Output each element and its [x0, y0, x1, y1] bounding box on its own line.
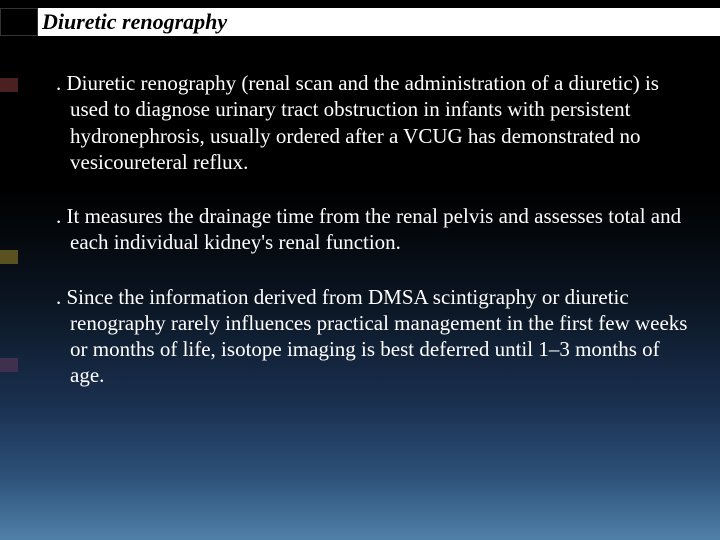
slide-title: Diuretic renography — [38, 8, 720, 36]
title-accent-block — [0, 8, 38, 36]
bullet-accent-icon — [0, 78, 18, 92]
paragraph-3: . Since the information derived from DMS… — [42, 284, 690, 389]
bullet-accent-icon — [0, 358, 18, 372]
bullet-accent-icon — [0, 250, 18, 264]
paragraph-1: . Diuretic renography (renal scan and th… — [42, 70, 690, 175]
paragraph-2: . It measures the drainage time from the… — [42, 203, 690, 256]
title-bar: Diuretic renography — [0, 8, 720, 36]
content-area: . Diuretic renography (renal scan and th… — [42, 70, 690, 417]
slide: Diuretic renography . Diuretic renograph… — [0, 0, 720, 540]
